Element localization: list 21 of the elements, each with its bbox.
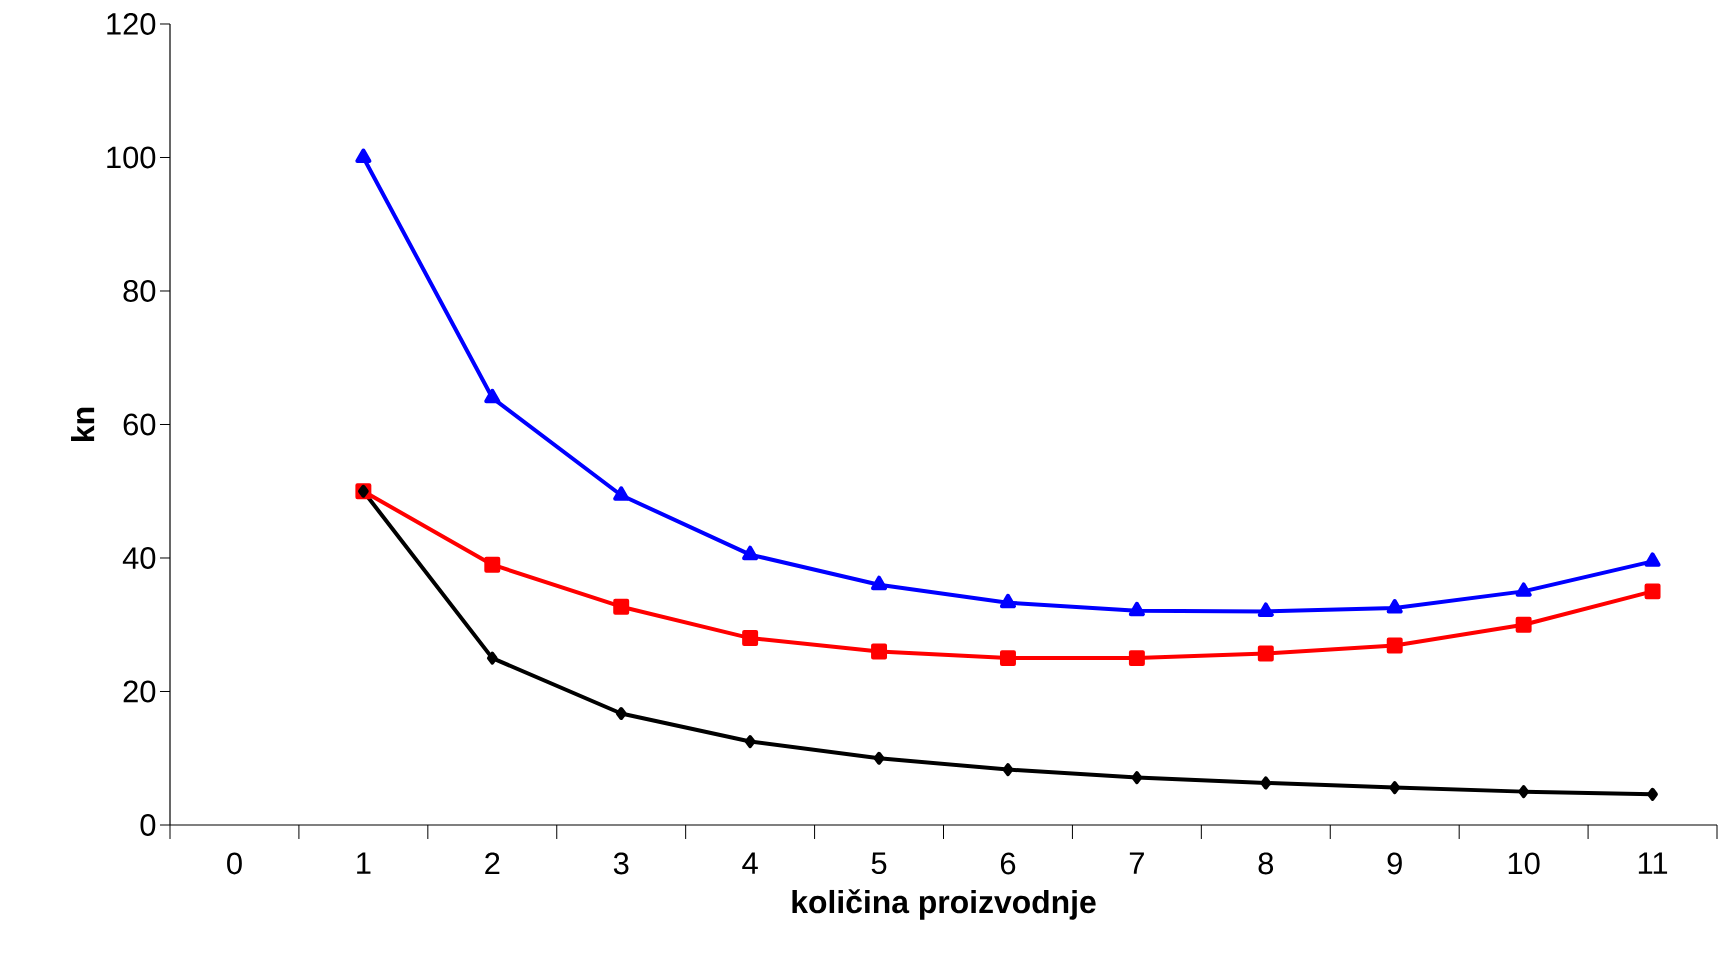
x-tick-label: 9 [1387,852,1402,875]
x-axis-title: količina proizvodnje [792,889,1096,920]
x-tick-label: 3 [613,852,629,875]
y-tick-label: 0 [140,814,156,836]
y-axis-title: kn [71,407,95,441]
y-tick-label: 120 [107,13,156,35]
x-tick-label: 2 [485,852,500,875]
x-tick-label: 0 [227,852,242,875]
y-tick-label: 100 [107,146,156,169]
x-tick-label: 4 [742,852,758,874]
y-tick-label: 40 [122,547,156,569]
x-tick-label: 10 [1508,852,1540,875]
x-tick-label: 7 [1129,852,1144,874]
x-tick-label: 1 [357,852,371,874]
x-tick-label: 8 [1258,852,1274,875]
x-tick-label: 6 [1000,852,1016,875]
x-tick-label: 5 [871,852,887,875]
y-tick-label: 80 [123,280,156,302]
x-tick-label: 11 [1638,852,1668,874]
y-tick-label: 60 [123,413,156,436]
y-tick-label: 20 [123,680,156,703]
